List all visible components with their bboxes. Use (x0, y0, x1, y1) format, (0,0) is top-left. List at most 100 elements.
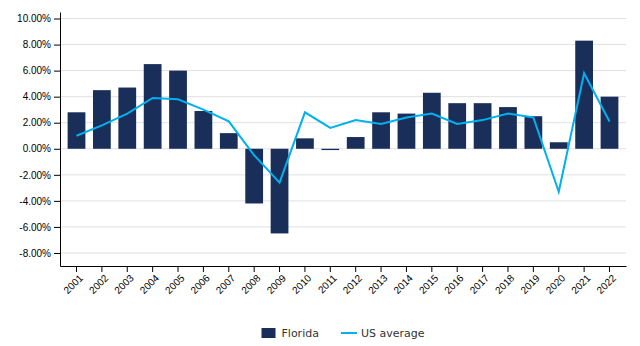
grid-line (60, 200, 626, 201)
y-tick: -4.00% (19, 196, 60, 207)
x-tick-label: 2019 (518, 272, 542, 296)
x-tick-mark (304, 266, 305, 272)
x-tick-mark (482, 266, 483, 272)
legend-swatch (341, 332, 357, 334)
x-tick-label: 2020 (544, 272, 568, 296)
x-tick: 2005 (163, 266, 187, 296)
bar (448, 103, 466, 149)
y-tick-label: 8.00% (23, 39, 51, 50)
y-tick-mark (54, 45, 60, 46)
x-tick-label: 2004 (138, 272, 162, 296)
legend-label: US average (361, 327, 425, 340)
bar (296, 138, 314, 148)
bar (601, 97, 619, 149)
y-tick-label: -6.00% (19, 222, 51, 233)
legend-swatch (262, 328, 276, 338)
grid-line (60, 44, 626, 45)
x-tick-mark (609, 266, 610, 272)
x-tick: 2019 (518, 266, 542, 296)
y-tick-label: -4.00% (19, 196, 51, 207)
y-tick-mark (54, 71, 60, 72)
y-axis: -8.00%-6.00%-4.00%-2.00%0.00%2.00%4.00%6… (17, 13, 60, 267)
legend-item: Florida (262, 327, 319, 340)
x-tick-label: 2018 (493, 272, 517, 296)
x-tick-label: 2015 (417, 272, 441, 296)
x-tick-label: 2001 (61, 272, 85, 296)
marks (68, 41, 619, 234)
y-tick-mark (54, 19, 60, 20)
bar (220, 133, 238, 149)
y-tick-label: -2.00% (19, 170, 51, 181)
x-tick: 2003 (112, 266, 136, 296)
bar (195, 111, 213, 149)
x-tick: 2015 (417, 266, 441, 296)
y-tick-mark (54, 149, 60, 150)
x-tick: 2013 (366, 266, 390, 296)
y-tick: -2.00% (19, 170, 60, 181)
bar (550, 142, 568, 149)
x-tick-mark (76, 266, 77, 272)
x-tick-mark (431, 266, 432, 272)
x-tick-mark (558, 266, 559, 272)
plot: -8.00%-6.00%-4.00%-2.00%0.00%2.00%4.00%6… (17, 13, 626, 296)
y-tick-label: 2.00% (23, 117, 51, 128)
y-tick-mark (54, 97, 60, 98)
x-axis-line (61, 266, 627, 267)
x-tick-mark (381, 266, 382, 272)
x-tick-mark (406, 266, 407, 272)
x-tick-mark (533, 266, 534, 272)
x-tick-label: 2008 (239, 272, 263, 296)
x-tick: 2007 (214, 266, 238, 296)
grid-line (60, 226, 626, 227)
x-tick-label: 2021 (569, 272, 593, 296)
y-tick: 6.00% (23, 65, 60, 76)
y-tick-label: 10.00% (17, 13, 51, 24)
x-tick-label: 2006 (188, 272, 212, 296)
x-tick: 2016 (442, 266, 466, 296)
x-tick-mark (584, 266, 585, 272)
x-tick: 2009 (265, 266, 289, 296)
bar (271, 149, 289, 234)
x-tick-mark (457, 266, 458, 272)
legend-item: US average (341, 327, 425, 340)
x-tick: 2008 (239, 266, 263, 296)
bar (474, 103, 492, 149)
x-tick-label: 2012 (341, 272, 365, 296)
bar (321, 149, 339, 150)
x-tick-mark (228, 266, 229, 272)
x-tick-label: 2022 (594, 272, 618, 296)
x-tick-label: 2003 (112, 272, 136, 296)
bar (169, 71, 187, 149)
y-tick-mark (54, 123, 60, 124)
y-tick-mark (54, 201, 60, 202)
x-tick: 2014 (391, 266, 415, 296)
y-tick: 10.00% (17, 13, 60, 24)
y-tick: 2.00% (23, 117, 60, 128)
x-tick-mark (152, 266, 153, 272)
y-tick-mark (54, 253, 60, 254)
chart: -8.00%-6.00%-4.00%-2.00%0.00%2.00%4.00%6… (0, 0, 640, 346)
x-tick: 2001 (61, 266, 85, 296)
bar (245, 149, 263, 204)
x-tick-mark (355, 266, 356, 272)
x-tick-mark (254, 266, 255, 272)
y-tick-mark (54, 175, 60, 176)
x-tick: 2021 (569, 266, 593, 296)
x-tick-label: 2016 (442, 272, 466, 296)
x-tick-mark (279, 266, 280, 272)
x-tick-label: 2009 (265, 272, 289, 296)
x-tick: 2004 (138, 266, 162, 296)
x-tick: 2022 (594, 266, 618, 296)
y-tick: -6.00% (19, 222, 60, 233)
x-tick-mark (101, 266, 102, 272)
x-tick-label: 2010 (290, 272, 314, 296)
y-tick-label: 4.00% (23, 91, 51, 102)
y-axis-line (60, 13, 61, 267)
grid-line (60, 18, 626, 19)
grid-line (60, 174, 626, 175)
y-tick-label: -8.00% (19, 248, 51, 259)
y-tick-label: 6.00% (23, 65, 51, 76)
x-tick-label: 2002 (87, 272, 111, 296)
bar (144, 64, 162, 149)
x-tick-label: 2013 (366, 272, 390, 296)
